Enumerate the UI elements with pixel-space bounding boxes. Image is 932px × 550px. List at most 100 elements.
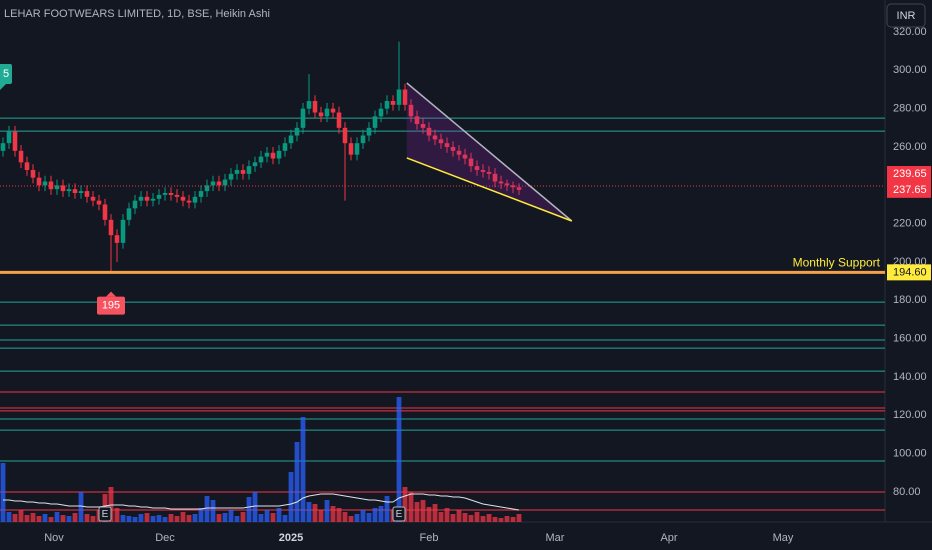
- y-tick-label: 80.00: [893, 486, 921, 498]
- candle-body: [96, 200, 102, 205]
- wedge-upper: [406, 82, 573, 222]
- volume-bar: [90, 516, 96, 522]
- volume-bar: [282, 515, 288, 522]
- volume-bar: [156, 515, 162, 522]
- candle-body: [342, 127, 348, 144]
- y-tick-label: 260.00: [893, 141, 927, 153]
- volume-bar: [174, 516, 180, 522]
- high-marker: [0, 84, 6, 90]
- low-label: 195: [102, 299, 120, 311]
- candle-body: [366, 127, 372, 136]
- candle-body: [444, 143, 450, 148]
- x-tick-label: Feb: [420, 532, 439, 544]
- candle-body: [456, 150, 462, 155]
- candle-body: [258, 156, 264, 163]
- candle-body: [276, 150, 282, 159]
- volume-bar: [42, 514, 48, 522]
- y-tick-label: 100.00: [893, 448, 927, 460]
- candle-body: [48, 181, 54, 190]
- candle-body: [246, 166, 252, 174]
- x-tick-label: Mar: [546, 532, 565, 544]
- candle-body: [78, 191, 84, 194]
- x-tick-label: 2025: [279, 532, 303, 544]
- candle-body: [210, 181, 216, 186]
- volume-bar: [474, 512, 480, 522]
- candle-body: [174, 194, 180, 197]
- candle-body: [336, 112, 342, 128]
- candle-body: [36, 177, 42, 186]
- volume-bar: [216, 514, 222, 522]
- candle-body: [126, 208, 132, 220]
- candle-body: [6, 131, 12, 144]
- volume-bar: [498, 518, 504, 522]
- volume-bar: [354, 514, 360, 522]
- volume-bar: [180, 512, 186, 522]
- volume-bar: [360, 510, 366, 522]
- low-marker: [106, 291, 116, 297]
- candle-body: [30, 170, 36, 178]
- volume-bar: [510, 517, 516, 522]
- volume-bar: [264, 510, 270, 522]
- candle-body: [480, 170, 486, 172]
- candle-body: [90, 196, 96, 201]
- candle-body: [348, 143, 354, 155]
- y-tick-label: 180.00: [893, 294, 927, 306]
- volume-bar: [132, 517, 138, 522]
- volume-bar: [144, 513, 150, 522]
- candle-body: [360, 135, 366, 144]
- support-label-bg: [887, 264, 931, 281]
- support-label: 194.60: [893, 266, 927, 278]
- volume-bar: [150, 516, 156, 522]
- candle-body: [354, 143, 360, 155]
- volume-bar: [210, 500, 216, 522]
- volume-bar: [444, 508, 450, 522]
- candle-body: [204, 185, 210, 192]
- volume-bar: [186, 515, 192, 522]
- volume-bar: [240, 512, 246, 522]
- candle-body: [264, 152, 270, 157]
- volume-bar: [438, 512, 444, 522]
- volume-bar: [270, 513, 276, 522]
- volume-bar: [306, 502, 312, 522]
- volume-bar: [492, 517, 498, 522]
- currency[interactable]: INR: [897, 10, 916, 22]
- volume-bar: [486, 514, 492, 522]
- volume-bar: [234, 516, 240, 522]
- volume-bar: [402, 487, 408, 522]
- candle-body: [150, 198, 156, 201]
- currency-button[interactable]: [886, 3, 926, 28]
- y-tick-label: 220.00: [893, 218, 927, 230]
- candle-body: [432, 135, 438, 140]
- candle-body: [468, 158, 474, 167]
- candle-body: [384, 101, 390, 109]
- candle-body: [300, 108, 306, 128]
- volume-bar: [192, 514, 198, 522]
- volume-bar: [222, 513, 228, 522]
- volume-bar: [54, 512, 60, 522]
- x-tick-label: Nov: [44, 532, 64, 544]
- candle-body: [318, 112, 324, 117]
- candle-body: [498, 181, 504, 184]
- volume-bar: [348, 516, 354, 522]
- candle-body: [24, 162, 30, 171]
- volume-bar: [468, 515, 474, 522]
- volume-ma: [3, 493, 520, 511]
- candle-body: [504, 183, 510, 186]
- volume-bar: [36, 516, 42, 522]
- volume-bar: [204, 496, 210, 522]
- earnings-bg: [392, 506, 406, 522]
- volume-bar: [516, 514, 522, 522]
- candle-body: [108, 219, 114, 236]
- candle-body: [18, 150, 24, 163]
- candle-body: [516, 187, 522, 190]
- y-tick-label: 300.00: [893, 64, 927, 76]
- volume-bar: [324, 500, 330, 522]
- volume-bar: [396, 397, 402, 522]
- volume-bar: [294, 442, 300, 522]
- low-label-bg: [97, 296, 125, 315]
- candle-body: [486, 171, 492, 174]
- candle-body: [144, 196, 150, 201]
- x-tick-label: Dec: [155, 532, 175, 544]
- candle-body: [228, 173, 234, 180]
